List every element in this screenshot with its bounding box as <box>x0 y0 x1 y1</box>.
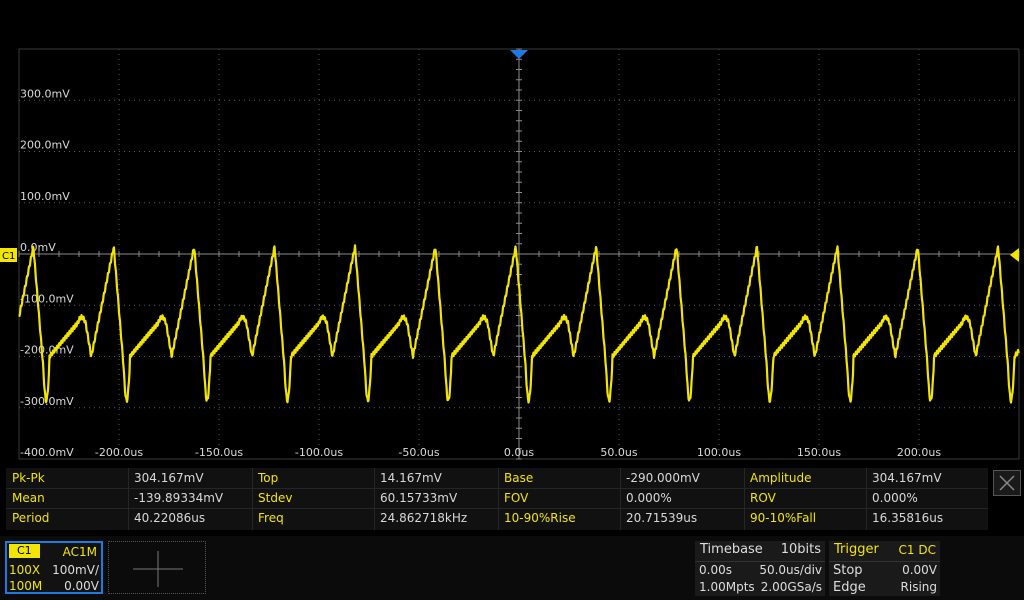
channel-bandwidth: 100M <box>9 579 43 593</box>
plus-icon <box>133 551 183 587</box>
measurement-label[interactable]: Period <box>12 511 50 525</box>
axis-tick-label: 50.0us <box>600 446 637 459</box>
channel1-offset-marker[interactable] <box>0 248 17 262</box>
axis-tick-label: 200.0us <box>897 446 941 459</box>
measurement-label[interactable]: Pk-Pk <box>12 471 45 485</box>
trigger-type: Edge <box>833 580 866 595</box>
measurement-value: 0.000% <box>872 491 918 505</box>
measurement-value: -290.000mV <box>626 471 700 485</box>
column-divider <box>128 468 129 530</box>
close-measurement-button[interactable] <box>993 470 1021 496</box>
measurement-value: 40.22086us <box>134 511 206 525</box>
measurement-value: -139.89334mV <box>134 491 224 505</box>
axis-tick-label: 300.0mV <box>20 87 70 100</box>
axis-tick-label: -100.0mV <box>20 292 74 305</box>
measurement-label[interactable]: Freq <box>258 511 284 525</box>
column-divider <box>744 468 745 530</box>
measurement-label[interactable]: FOV <box>504 491 529 505</box>
axis-tick-label: -400.0mV <box>20 446 74 459</box>
channel-coupling: AC1M <box>62 545 97 559</box>
timebase-panel[interactable]: Timebase 10bits 0.00s 50.0us/div 1.00Mpt… <box>695 541 825 596</box>
close-icon <box>999 475 1015 491</box>
trigger-mode: Stop <box>833 563 863 578</box>
measurement-value: 304.167mV <box>134 471 204 485</box>
channel-offset: 0.00V <box>64 579 99 593</box>
timebase-bits: 10bits <box>780 542 821 557</box>
trigger-source: C1 DC <box>898 543 936 557</box>
channel1-trace <box>18 244 1021 404</box>
add-channel-button[interactable] <box>108 541 206 594</box>
axis-labels: 300.0mV 200.0mV 100.0mV 0.0mV -100.0mV -200.0… <box>20 87 941 459</box>
trigger-level: 0.00V <box>902 563 937 577</box>
measurement-label[interactable]: Amplitude <box>750 471 812 485</box>
axis-tick-label: 100.0mV <box>20 190 70 203</box>
measurement-value: 304.167mV <box>872 471 942 485</box>
timebase-scale: 50.0us/div <box>759 563 822 577</box>
row-divider <box>6 488 988 489</box>
measurement-label[interactable]: Top <box>258 471 279 485</box>
axis-tick-label: -200.0mV <box>20 344 74 357</box>
measurement-label[interactable]: 10-90%Rise <box>504 511 576 525</box>
measurement-label[interactable]: Stdev <box>258 491 293 505</box>
column-divider <box>498 468 499 530</box>
channel1-descriptor[interactable]: C1 AC1M 100X 100mV/ 100M 0.00V <box>5 541 103 594</box>
trigger-panel[interactable]: Trigger C1 DC Stop 0.00V Edge Rising <box>829 541 940 596</box>
axis-tick-label: 0.0mV <box>20 241 56 254</box>
measurement-value: 20.71539us <box>626 511 698 525</box>
axis-tick-label: -200.0us <box>95 446 143 459</box>
measurement-label[interactable]: 90-10%Fall <box>750 511 817 525</box>
measurement-value: 16.35816us <box>872 511 944 525</box>
measurement-value: 14.167mV <box>380 471 442 485</box>
column-divider <box>252 468 253 530</box>
channel1-tag: C1 <box>9 544 40 558</box>
waveform-display[interactable]: 300.0mV 200.0mV 100.0mV 0.0mV -100.0mV -200.0… <box>0 0 1024 465</box>
timebase-title: Timebase <box>700 542 763 557</box>
measurement-value: 0.000% <box>626 491 672 505</box>
trigger-slope: Rising <box>900 580 937 594</box>
channel-probe: 100X <box>9 563 41 577</box>
trigger-position-marker[interactable] <box>510 50 528 59</box>
channel1-offset-label: C1 <box>2 251 15 262</box>
measurement-label[interactable]: Base <box>504 471 534 485</box>
measurement-label[interactable]: Mean <box>12 491 45 505</box>
axis-tick-label: -100.0us <box>295 446 343 459</box>
timebase-delay: 0.00s <box>699 563 732 577</box>
measurement-value: 24.862718kHz <box>380 511 468 525</box>
axis-tick-label: 150.0us <box>797 446 841 459</box>
column-divider <box>866 468 867 530</box>
timebase-rate: 2.00GSa/s <box>760 580 822 594</box>
axis-tick-label: 100.0us <box>697 446 741 459</box>
channel-scale: 100mV/ <box>52 563 99 577</box>
axis-tick-label: -150.0us <box>195 446 243 459</box>
column-divider <box>374 468 375 530</box>
measurement-label[interactable]: ROV <box>750 491 776 505</box>
timebase-points: 1.00Mpts <box>699 580 755 594</box>
axis-tick-label: 0.0us <box>504 446 534 459</box>
trigger-level-marker[interactable] <box>1010 248 1019 262</box>
measurement-panel: Pk-Pk 304.167mV Top 14.167mV Base -290.000mV A… <box>6 468 988 530</box>
measurement-value: 60.15733mV <box>380 491 458 505</box>
axis-tick-label: -50.0us <box>398 446 439 459</box>
column-divider <box>620 468 621 530</box>
axis-tick-label: 200.0mV <box>20 139 70 152</box>
trigger-title: Trigger <box>834 542 879 557</box>
row-divider <box>6 508 988 509</box>
